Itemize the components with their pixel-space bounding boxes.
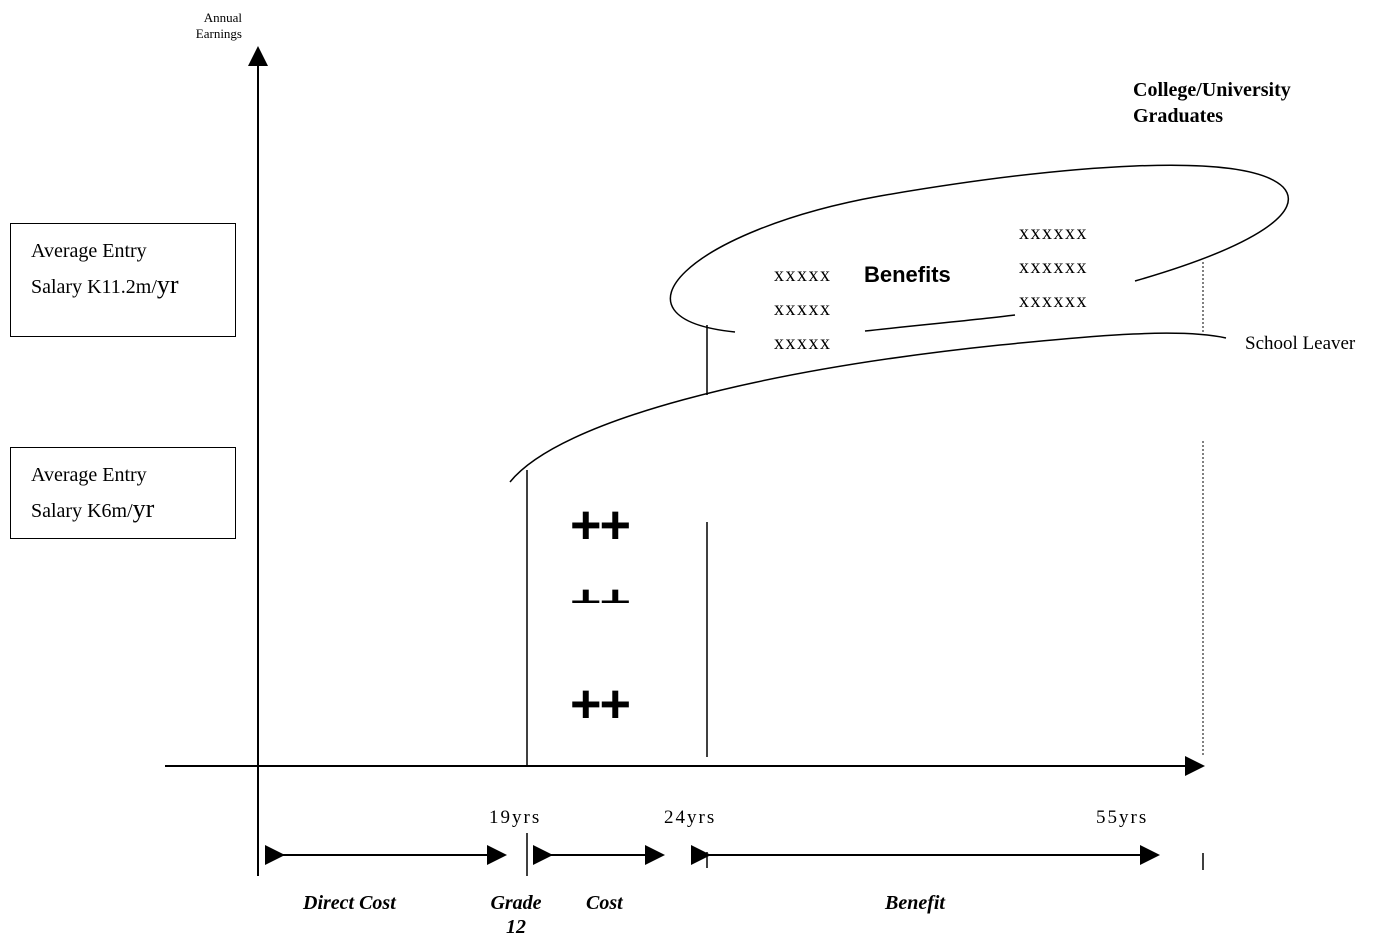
cost-label: Cost xyxy=(586,892,623,914)
benefits-label: Benefits xyxy=(864,262,951,287)
x-mark-left-2: xxxxx xyxy=(774,298,832,320)
x-mark-right-3: xxxxxx xyxy=(1019,290,1088,312)
age-label-19: 19yrs xyxy=(489,807,542,828)
graduate-salary-value: Salary K11.2m/ xyxy=(31,276,157,298)
graduate-ellipse-lower xyxy=(864,314,1016,332)
age-label-55: 55yrs xyxy=(1096,807,1149,828)
school-leaver-salary-box: Average Entry Salary K6m/yr xyxy=(10,447,236,539)
graduate-salary-unit: yr xyxy=(156,270,179,299)
benefit-label: Benefit xyxy=(885,892,945,914)
school-leaver-curve xyxy=(509,332,1227,483)
age-label-24: 24yrs xyxy=(664,807,717,828)
graduate-ellipse-upper xyxy=(669,164,1289,333)
y-axis-label-line1: Annual xyxy=(203,10,242,25)
x-marks-left: xxxxx xxxxx xxxxx xyxy=(774,258,832,360)
x-mark-left-1: xxxxx xyxy=(774,264,832,286)
graduates-label-line1: College/University xyxy=(1133,79,1291,101)
school-leaver-salary-unit: yr xyxy=(132,494,155,523)
school-leaver-salary-line1: Average Entry xyxy=(31,464,147,486)
graduates-label-line2: Graduates xyxy=(1133,105,1223,127)
grade-label: Grade 12 xyxy=(480,889,552,937)
plus-mark-3: ++ xyxy=(570,674,631,734)
y-axis-label: Annual Earnings xyxy=(160,10,242,42)
x-marks-right: xxxxxx xxxxxx xxxxxx xyxy=(1019,216,1088,318)
x-mark-right-2: xxxxxx xyxy=(1019,256,1088,278)
y-axis-label-line2: Earnings xyxy=(195,26,242,41)
x-mark-right-1: xxxxxx xyxy=(1019,222,1088,244)
graduates-label: College/University Graduates xyxy=(1133,77,1291,129)
graduate-salary-line1: Average Entry xyxy=(31,240,147,262)
plus-mark-1: ++ xyxy=(570,495,631,555)
graduate-salary-line2: Salary K11.2m/yr xyxy=(31,268,221,304)
x-mark-left-3: xxxxx xyxy=(774,332,832,354)
graduate-salary-box: Average Entry Salary K11.2m/yr xyxy=(10,223,236,337)
school-leaver-label: School Leaver xyxy=(1245,333,1356,354)
school-leaver-salary-line2: Salary K6m/yr xyxy=(31,492,221,528)
school-leaver-salary-value: Salary K6m/ xyxy=(31,500,133,522)
direct-cost-label: Direct Cost xyxy=(303,892,396,914)
grade-label-line1: Grade xyxy=(490,892,542,914)
plus-mark-2: ++ xyxy=(570,576,629,603)
grade-label-line2: 12 xyxy=(506,916,526,938)
